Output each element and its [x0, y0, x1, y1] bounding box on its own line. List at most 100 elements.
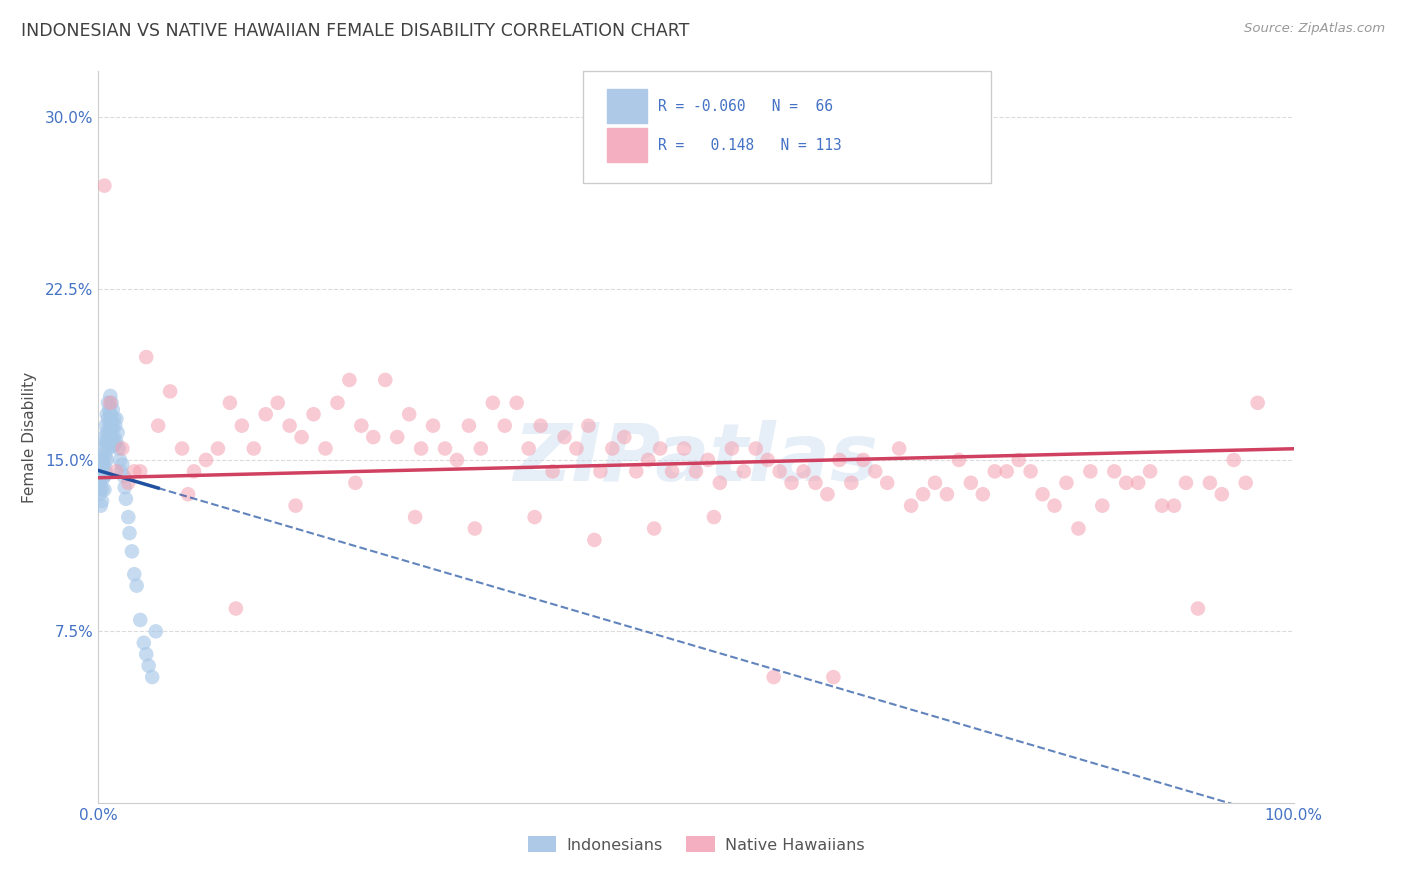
Point [98, 439, 122, 453]
Point [756, 453, 779, 467]
Point [703, 510, 725, 524]
Point [1139, 464, 1161, 478]
Point [865, 464, 887, 478]
Point [254, 407, 277, 421]
Point [110, 464, 132, 478]
Point [91, 483, 114, 497]
Point [900, 499, 922, 513]
Point [118, 526, 141, 541]
Point [721, 442, 744, 456]
Legend: Indonesians, Native Hawaiians: Indonesians, Native Hawaiians [520, 828, 872, 861]
Point [108, 453, 131, 467]
Point [995, 464, 1018, 478]
Point [780, 475, 803, 490]
Point [602, 442, 624, 456]
Point [141, 670, 163, 684]
Point [96, 425, 118, 440]
Point [207, 442, 229, 456]
Point [1032, 487, 1054, 501]
Point [107, 425, 129, 440]
Point [685, 464, 707, 478]
Point [172, 442, 194, 456]
Point [101, 439, 124, 453]
Point [1187, 601, 1209, 615]
Point [1067, 521, 1090, 535]
Point [1247, 396, 1270, 410]
Point [177, 487, 200, 501]
Point [111, 442, 134, 456]
Point [94, 434, 117, 449]
Point [339, 373, 361, 387]
Point [89, 475, 111, 490]
Point [96, 437, 118, 451]
Point [458, 418, 481, 433]
Point [709, 475, 731, 490]
Point [1175, 475, 1198, 490]
Point [124, 464, 146, 478]
Point [924, 475, 946, 490]
Point [673, 442, 696, 456]
Point [852, 453, 875, 467]
Point [936, 487, 959, 501]
Point [291, 430, 314, 444]
Point [96, 453, 118, 467]
Point [125, 579, 148, 593]
Point [984, 464, 1007, 478]
Point [148, 418, 170, 433]
Point [101, 421, 124, 435]
Point [494, 418, 516, 433]
Point [93, 469, 115, 483]
Point [1080, 464, 1102, 478]
Point [1163, 499, 1185, 513]
Point [91, 469, 114, 483]
Point [145, 624, 167, 639]
Point [107, 442, 129, 456]
Point [302, 407, 325, 421]
Point [98, 407, 122, 421]
Point [135, 647, 157, 661]
Point [101, 402, 124, 417]
Point [889, 442, 911, 456]
Point [1008, 453, 1031, 467]
Point [1223, 453, 1246, 467]
Point [91, 471, 114, 485]
Point [100, 430, 122, 444]
Point [583, 533, 606, 547]
Point [93, 483, 115, 497]
Point [876, 475, 898, 490]
Text: Source: ZipAtlas.com: Source: ZipAtlas.com [1244, 22, 1385, 36]
Point [111, 458, 134, 472]
Point [1152, 499, 1174, 513]
Point [243, 442, 266, 456]
Point [183, 464, 205, 478]
Point [828, 453, 851, 467]
Point [643, 521, 665, 535]
Point [91, 494, 114, 508]
Point [793, 464, 815, 478]
Point [374, 373, 396, 387]
Point [648, 442, 672, 456]
Point [135, 350, 157, 364]
Point [768, 464, 790, 478]
Point [350, 418, 373, 433]
Point [530, 418, 553, 433]
Point [129, 464, 152, 478]
Point [93, 458, 115, 472]
Point [948, 453, 970, 467]
Point [103, 430, 125, 444]
Point [554, 430, 576, 444]
Point [104, 418, 127, 433]
Point [90, 480, 112, 494]
Point [117, 510, 139, 524]
Point [637, 453, 659, 467]
Point [115, 491, 138, 506]
Point [225, 601, 247, 615]
Point [117, 475, 139, 490]
Point [1234, 475, 1257, 490]
Point [132, 636, 155, 650]
Point [93, 178, 115, 193]
Point [90, 464, 112, 478]
Point [697, 453, 720, 467]
Point [124, 567, 146, 582]
Point [105, 412, 128, 426]
